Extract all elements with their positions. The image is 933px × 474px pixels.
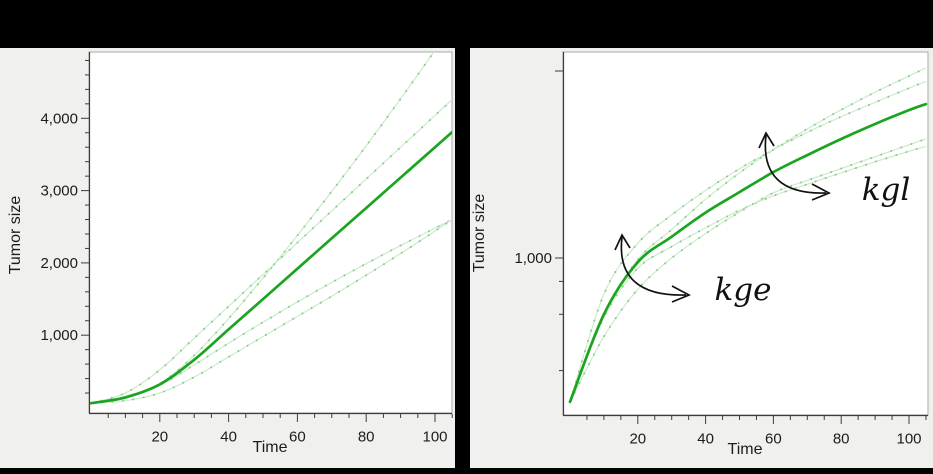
y-tick-label: 1,000 bbox=[514, 250, 552, 267]
annotation-label: kgl bbox=[862, 172, 911, 208]
annotations-group: kge kgl bbox=[614, 131, 911, 308]
y-tick-label: 3,000 bbox=[40, 183, 78, 200]
curve-main bbox=[89, 130, 452, 405]
y-axis-tick-labels: 1,000 2,000 3,000 4,000 bbox=[40, 110, 78, 344]
x-tick-label: 20 bbox=[629, 430, 646, 447]
plot-area bbox=[562, 51, 929, 416]
x-tick-label: 40 bbox=[220, 428, 237, 445]
x-axis-ticks bbox=[107, 414, 453, 422]
curves-group bbox=[89, 52, 452, 405]
y-axis-ticks bbox=[81, 59, 89, 394]
y-tick-label: 2,000 bbox=[40, 255, 78, 272]
y-tick-label: 1,000 bbox=[40, 327, 78, 344]
x-axis-ticks bbox=[586, 416, 927, 424]
x-axis-tick-labels: 20 40 60 80 100 bbox=[151, 428, 447, 445]
annotation-label: kge bbox=[715, 272, 772, 308]
right-chart-panel: 20 40 60 80 100 1,000 Tumor size Time kge kgl bbox=[470, 48, 933, 468]
annotation-kge: kge bbox=[614, 233, 772, 308]
annotation-arrowhead bbox=[811, 183, 831, 201]
curve-kge-minus bbox=[569, 138, 927, 403]
plot-area bbox=[88, 51, 453, 414]
curve-kge-plus bbox=[569, 80, 927, 403]
y-axis-tick-labels: 1,000 bbox=[514, 250, 552, 267]
x-axis-title: Time bbox=[253, 439, 288, 456]
curve-kge-minus bbox=[90, 218, 452, 404]
x-axis-tick-labels: 20 40 60 80 100 bbox=[629, 430, 921, 447]
annotation-arrowhead bbox=[614, 233, 631, 251]
curve-kgl-minus-dots bbox=[90, 218, 452, 405]
curves-group bbox=[568, 66, 928, 404]
x-tick-label: 100 bbox=[422, 428, 447, 445]
x-tick-label: 20 bbox=[151, 428, 168, 445]
x-tick-label: 80 bbox=[358, 428, 375, 445]
annotation-arrow-arc bbox=[620, 236, 687, 296]
x-tick-label: 80 bbox=[833, 430, 850, 447]
annotation-kgl: kgl bbox=[758, 131, 911, 208]
left-chart-linear-scale: 20 40 60 80 100 1,000 2,000 3,000 4,000 Tumor siz… bbox=[7, 51, 453, 456]
annotation-arrow-arc bbox=[764, 134, 827, 194]
x-tick-label: 60 bbox=[289, 428, 306, 445]
annotation-arrowhead bbox=[671, 285, 691, 303]
y-axis-title: Tumor size bbox=[471, 194, 488, 273]
curve-kge-plus-dots bbox=[90, 98, 452, 405]
right-chart-log-scale: 20 40 60 80 100 1,000 Tumor size Time kge kgl bbox=[471, 51, 929, 458]
x-tick-label: 40 bbox=[697, 430, 714, 447]
y-axis-ticks bbox=[555, 70, 563, 372]
left-chart-panel: 20 40 60 80 100 1,000 2,000 3,000 4,000 Tumor siz… bbox=[0, 48, 455, 468]
x-tick-label: 100 bbox=[896, 430, 921, 447]
annotation-arrowhead bbox=[758, 131, 775, 149]
x-axis-title: Time bbox=[728, 441, 763, 458]
y-axis-title: Tumor size bbox=[7, 196, 24, 275]
curve-kgl-minus-dots bbox=[569, 145, 927, 403]
x-tick-label: 60 bbox=[765, 430, 782, 447]
y-tick-label: 4,000 bbox=[40, 110, 78, 127]
